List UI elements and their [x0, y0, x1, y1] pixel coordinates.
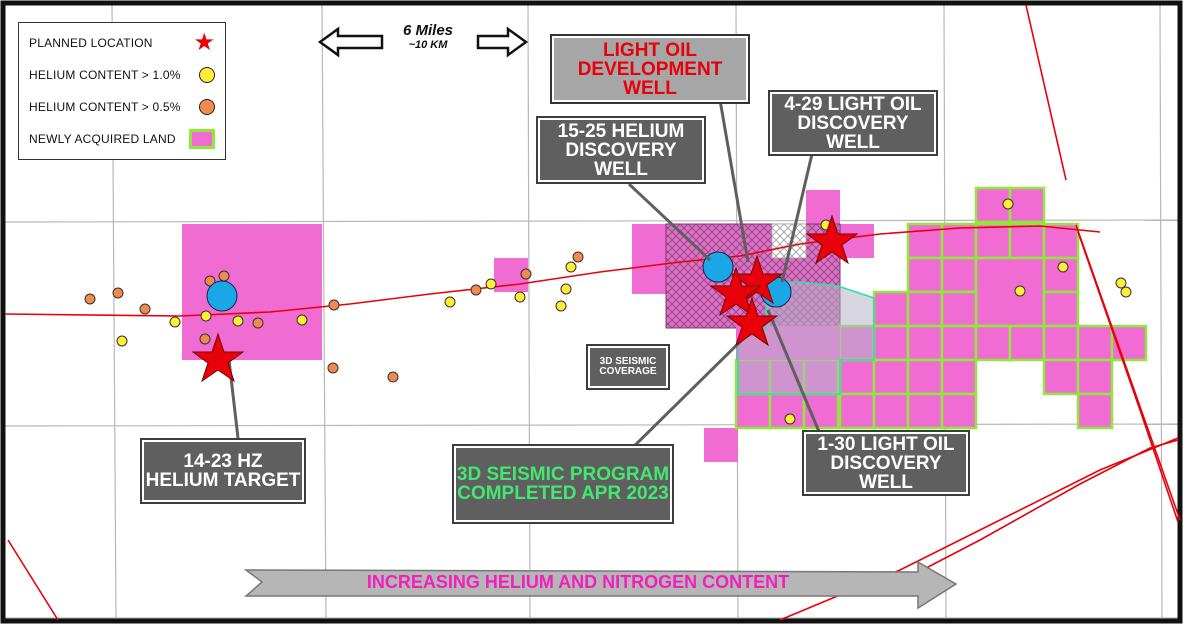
planned-location-star: [725, 296, 779, 347]
callout-15-25-helium: 15-25 HELIUM DISCOVERY WELL: [536, 116, 706, 184]
helium-high-well: [555, 300, 567, 312]
helium-high-well: [1002, 198, 1014, 210]
helium-high-well: [560, 283, 572, 295]
callout-text: LIGHT OIL DEVELOPMENT WELL: [577, 39, 723, 99]
callout-3d-seismic-coverage: 3D SEISMIC COVERAGE: [586, 344, 670, 390]
legend-label: HELIUM CONTENT > 1.0%: [29, 68, 181, 82]
helium-high-well: [1057, 261, 1069, 273]
helium-mid-well: [470, 284, 482, 296]
helium-mid-well: [84, 293, 96, 305]
yellow-dot-icon: [199, 67, 215, 83]
helium-high-well: [444, 296, 456, 308]
helium-mid-well: [572, 251, 584, 263]
gradient-arrow-label: INCREASING HELIUM AND NITROGEN CONTENT: [366, 572, 790, 592]
callout-text: 15-25 HELIUM DISCOVERY WELL: [557, 120, 685, 180]
helium-high-well: [1014, 285, 1026, 297]
scale-label: 6 Miles ~10 KM: [388, 22, 468, 51]
helium-mid-well: [387, 371, 399, 383]
helium-high-well: [169, 316, 181, 328]
callout-text: 4-29 LIGHT OIL DISCOVERY WELL: [784, 93, 922, 153]
orange-dot-icon: [199, 99, 215, 115]
helium-mid-well: [112, 287, 124, 299]
helium-mid-well: [252, 317, 264, 329]
scale-arrow-right: [476, 26, 529, 58]
helium-high-well: [1115, 277, 1127, 289]
callout-light-oil-development: LIGHT OIL DEVELOPMENT WELL: [550, 34, 750, 104]
legend-item-helium-high: HELIUM CONTENT > 1.0%: [29, 59, 215, 91]
gradient-arrow-shape: [243, 560, 958, 610]
planned-location-star: [709, 266, 763, 317]
discovery-well-14-23: [206, 280, 238, 312]
legend-label: HELIUM CONTENT > 0.5%: [29, 100, 181, 114]
planned-location-star: [191, 332, 245, 383]
helium-high-well: [514, 291, 526, 303]
legend-label: PLANNED LOCATION: [29, 36, 153, 50]
helium-high-well: [1120, 286, 1132, 298]
helium-high-well: [296, 314, 308, 326]
legend: PLANNED LOCATION ★ HELIUM CONTENT > 1.0%…: [18, 22, 226, 160]
planned-locations: [191, 214, 859, 383]
legend-item-helium-mid: HELIUM CONTENT > 0.5%: [29, 91, 215, 123]
callout-text: 3D SEISMIC COVERAGE: [599, 356, 657, 377]
helium-high-wells: [116, 198, 1132, 425]
callout-3d-seismic-program: 3D SEISMIC PROGRAM COMPLETED APR 2023: [452, 444, 674, 524]
callout-text: 1-30 LIGHT OIL DISCOVERY WELL: [817, 433, 955, 493]
legend-label: NEWLY ACQUIRED LAND: [29, 132, 176, 146]
land-parcels-west: [182, 190, 874, 462]
callout-text: 14-23 HZ HELIUM TARGET: [145, 451, 301, 491]
legend-item-planned-location: PLANNED LOCATION ★: [29, 27, 215, 59]
planned-location-star: [805, 214, 859, 265]
discovery-well-15-25: [702, 251, 734, 283]
scale-arrow-left: [317, 26, 384, 58]
land-swatch-icon: [189, 129, 215, 149]
helium-mid-wells: [84, 251, 584, 383]
scale-distance: 6 Miles: [402, 22, 454, 39]
helium-high-well: [200, 310, 212, 322]
helium-mid-well: [199, 333, 211, 345]
helium-high-well: [485, 278, 497, 290]
star-icon: ★: [193, 29, 215, 56]
scale-bar: [317, 26, 529, 58]
helium-mid-well: [139, 303, 151, 315]
helium-high-well: [784, 413, 796, 425]
helium-mid-well: [218, 270, 230, 282]
scale-metric: ~10 KM: [408, 39, 448, 51]
legend-item-new-land: NEWLY ACQUIRED LAND: [29, 123, 215, 155]
helium-mid-well: [328, 299, 340, 311]
callout-14-23-hz: 14-23 HZ HELIUM TARGET: [140, 438, 306, 504]
callout-text: 3D SEISMIC PROGRAM COMPLETED APR 2023: [456, 464, 670, 504]
helium-mid-well: [520, 268, 532, 280]
callout-4-29-light-oil: 4-29 LIGHT OIL DISCOVERY WELL: [768, 90, 938, 156]
helium-high-well: [116, 335, 128, 347]
helium-mid-well: [204, 275, 216, 287]
helium-high-well: [232, 315, 244, 327]
helium-mid-well: [327, 362, 339, 374]
helium-high-well: [565, 261, 577, 273]
callout-1-30-light-oil: 1-30 LIGHT OIL DISCOVERY WELL: [802, 430, 970, 496]
